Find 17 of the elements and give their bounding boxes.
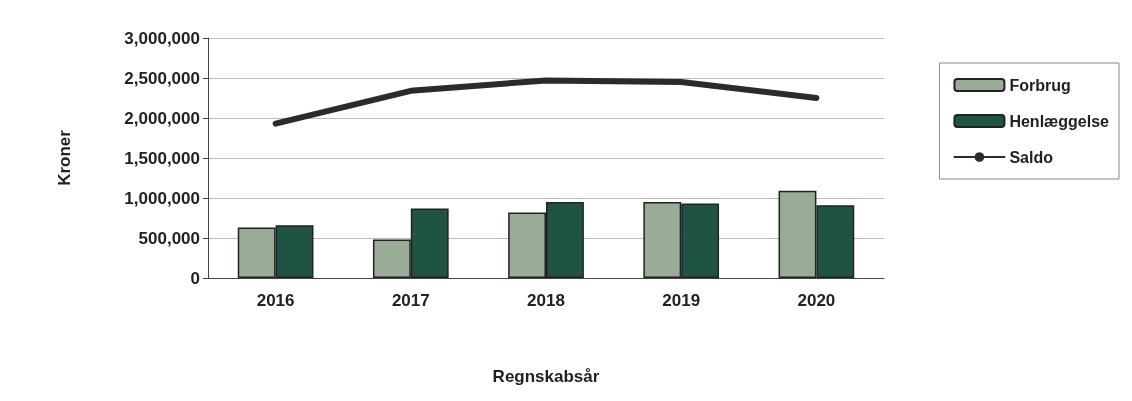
y-tick-label: 3,000,000: [124, 28, 200, 48]
x-tick-label: 2019: [662, 291, 701, 310]
y-tick-label: 2,000,000: [124, 108, 200, 128]
y-tick-label: 1,500,000: [124, 148, 200, 168]
y-tick-label: 1,000,000: [124, 188, 200, 208]
y-tick-label: 500,000: [138, 228, 200, 248]
y-tick-label: 0: [190, 268, 200, 288]
legend-label: Forbrug: [1009, 76, 1071, 94]
x-axis-title: Regnskabsår: [492, 367, 600, 386]
legend-label: Henlæggelse: [1009, 112, 1110, 130]
x-tick-label: 2017: [391, 291, 430, 310]
y-axis-title: Kroner: [55, 129, 74, 186]
y-tick-label: 2,500,000: [124, 68, 200, 88]
x-tick-label: 2018: [527, 291, 565, 310]
x-tick-label: 2016: [256, 291, 295, 310]
x-tick-label: 2020: [797, 291, 836, 310]
legend-label: Saldo: [1009, 148, 1054, 166]
